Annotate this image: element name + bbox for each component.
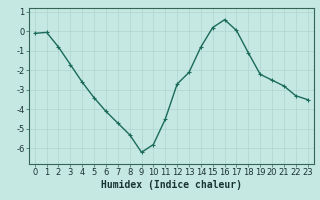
X-axis label: Humidex (Indice chaleur): Humidex (Indice chaleur)	[101, 180, 242, 190]
